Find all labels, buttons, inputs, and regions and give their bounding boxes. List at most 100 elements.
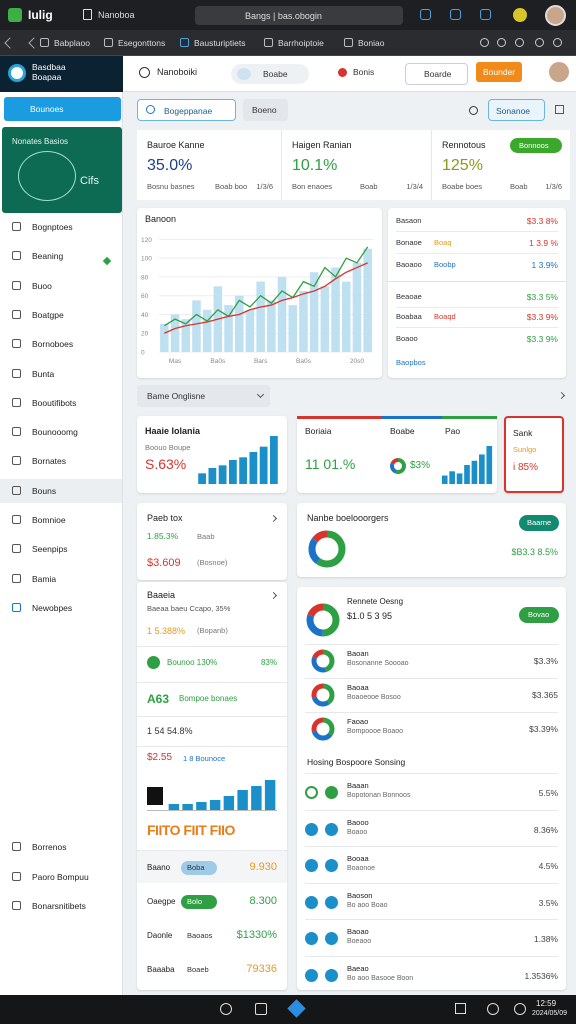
row-label[interactable]: Boabaa — [396, 312, 422, 321]
bookmark[interactable]: Barrhoiptoie — [278, 38, 324, 48]
bookmark[interactable]: Esegonttons — [118, 38, 166, 48]
promo-card[interactable]: Nonates Basios Cifs — [2, 127, 122, 213]
nav-arrow[interactable] — [4, 37, 16, 49]
kpi-note: 1/3/6 — [256, 182, 273, 191]
taskbar-icon[interactable] — [455, 1003, 466, 1014]
item-title[interactable]: Baoaa — [347, 683, 369, 692]
range-select[interactable]: Bame Onglisne — [137, 385, 270, 407]
card-button[interactable]: Baarne — [519, 515, 559, 531]
toolbar-icon[interactable] — [450, 9, 461, 20]
action-button[interactable]: Sonanoe — [488, 99, 545, 121]
cta-button[interactable]: Bounder — [476, 62, 522, 82]
taskbar-icon[interactable] — [220, 1003, 232, 1015]
card-value: i 85% — [513, 462, 539, 473]
row-label[interactable]: Bonaoe — [396, 238, 422, 247]
toolbar-icon[interactable] — [555, 105, 564, 114]
profile-avatar[interactable] — [545, 5, 566, 26]
menu-item[interactable]: Boatgpe — [32, 309, 64, 320]
nav-pill[interactable]: Boarde — [405, 63, 468, 85]
menu-item[interactable]: Beaning — [32, 251, 64, 262]
taskbar-icon[interactable] — [514, 1003, 526, 1015]
card-title: Sank — [513, 428, 533, 438]
chevron[interactable] — [269, 514, 278, 523]
item-title[interactable]: Baeao — [347, 963, 369, 973]
extension-icon[interactable] — [513, 8, 527, 22]
toolbar-icon[interactable] — [535, 38, 544, 47]
watchlist-card: Basaon $3.3 8% Bonaoe Boaq 1 3.9 % Baoaoo Boob… — [388, 208, 566, 378]
bookmark[interactable]: Bausturiptiets — [194, 38, 246, 48]
menu-item[interactable]: Bornates — [32, 456, 67, 467]
item-title[interactable]: Baooo — [347, 817, 369, 827]
item-title[interactable]: Faoao — [347, 717, 369, 726]
section-title: Hosing Bospoore Sonsing — [307, 757, 406, 767]
item-title[interactable]: Baoson — [347, 890, 373, 900]
nav-arrow[interactable] — [28, 37, 40, 49]
card-sub: Baeaa baeu Ccapo, 35% — [147, 604, 231, 613]
kpi-card: Rennotous 125% Boabe boes Boab 1/3/6 Bonnoos — [432, 130, 570, 200]
row-label[interactable]: Baoaoo — [396, 260, 422, 269]
spark-bar — [456, 473, 463, 484]
menu-item[interactable]: Borrenos — [32, 842, 67, 852]
tab-title[interactable]: Iulig — [28, 8, 53, 22]
row-label[interactable]: Beaoae — [396, 292, 422, 301]
donut-segment — [390, 458, 406, 474]
taskbar-icon[interactable] — [255, 1003, 267, 1015]
toolbar-icon[interactable] — [497, 38, 506, 47]
search-icon[interactable] — [469, 106, 478, 115]
bookmark[interactable]: Boniao — [358, 38, 385, 48]
toolbar-icon[interactable] — [480, 38, 489, 47]
nav-item[interactable]: Boabe — [263, 69, 288, 79]
next-arrow[interactable] — [557, 391, 566, 400]
spark-bar — [264, 780, 276, 810]
menu-item[interactable]: Seenpips — [32, 544, 68, 555]
menu-item[interactable]: Bognptoes — [32, 222, 73, 232]
nav-pill[interactable]: Boabe — [231, 64, 309, 84]
menu-item[interactable]: Booutifibots — [32, 397, 77, 408]
toolbar-icon[interactable] — [553, 38, 562, 47]
button-label[interactable]: Bounder — [483, 67, 516, 77]
nav-item[interactable]: Bonis — [353, 67, 375, 77]
toolbar-icon[interactable] — [480, 9, 491, 20]
user-avatar[interactable] — [549, 62, 569, 82]
row-tag: Boaeb — [181, 963, 217, 977]
menu-item[interactable]: Bunta — [32, 368, 55, 379]
menu-item[interactable]: Bounooomg — [32, 427, 78, 438]
item-title[interactable]: Booaa — [347, 854, 369, 863]
taskbar-icon[interactable] — [287, 999, 306, 1018]
nav-item[interactable]: Boarde — [424, 69, 452, 79]
menu-item[interactable]: Paoro Bompuu — [32, 871, 89, 882]
menu-item[interactable]: Bomnioe — [32, 515, 66, 525]
menu-item[interactable]: Bamia — [32, 573, 57, 584]
button-label[interactable]: Bounoes — [30, 104, 64, 114]
search-box[interactable]: Bogeppanae — [137, 99, 236, 121]
tab-title[interactable]: Nanoboa — [98, 10, 135, 20]
bookmark[interactable]: Babplaoo — [54, 38, 90, 48]
nav-item[interactable]: Nanoboiki — [157, 67, 198, 77]
menu-item[interactable]: Bonarsnitibets — [32, 901, 86, 911]
button-label[interactable]: Sonanoe — [496, 106, 531, 116]
bar — [245, 309, 255, 352]
chevron[interactable] — [269, 591, 278, 600]
baseline — [147, 810, 277, 811]
kpi-badge[interactable]: Bonnoos — [510, 138, 562, 153]
card-button[interactable]: Bovao — [519, 607, 559, 623]
address-bar[interactable]: Bangs | bas.obogin — [195, 6, 403, 25]
menu-item[interactable]: Bouns — [32, 485, 57, 496]
address-text[interactable]: Bangs | bas.obogin — [245, 11, 322, 21]
button-label[interactable]: Boeno — [252, 105, 277, 115]
toolbar-icon[interactable] — [515, 38, 524, 47]
item-title[interactable]: Baaan — [347, 781, 369, 790]
menu-item[interactable]: Newobpes — [32, 602, 73, 613]
item-title[interactable]: Baoan — [347, 649, 369, 658]
filter-button[interactable]: Boeno — [243, 99, 288, 121]
item-title[interactable]: Baoao — [347, 927, 369, 936]
menu-item[interactable]: Bornoboes — [32, 339, 74, 350]
taskbar-icon[interactable] — [487, 1003, 499, 1015]
menu-item[interactable]: Buoo — [32, 280, 52, 291]
bookmarks-bar: Babplaoo Esegonttons Bausturiptiets Barrhoi… — [0, 30, 576, 56]
search-button[interactable]: Bounoes — [4, 97, 121, 121]
link[interactable]: Baopbos — [396, 358, 426, 367]
row-label[interactable]: Basaon — [396, 216, 422, 225]
row-label[interactable]: Boaoo — [396, 334, 418, 343]
toolbar-icon[interactable] — [420, 9, 431, 20]
